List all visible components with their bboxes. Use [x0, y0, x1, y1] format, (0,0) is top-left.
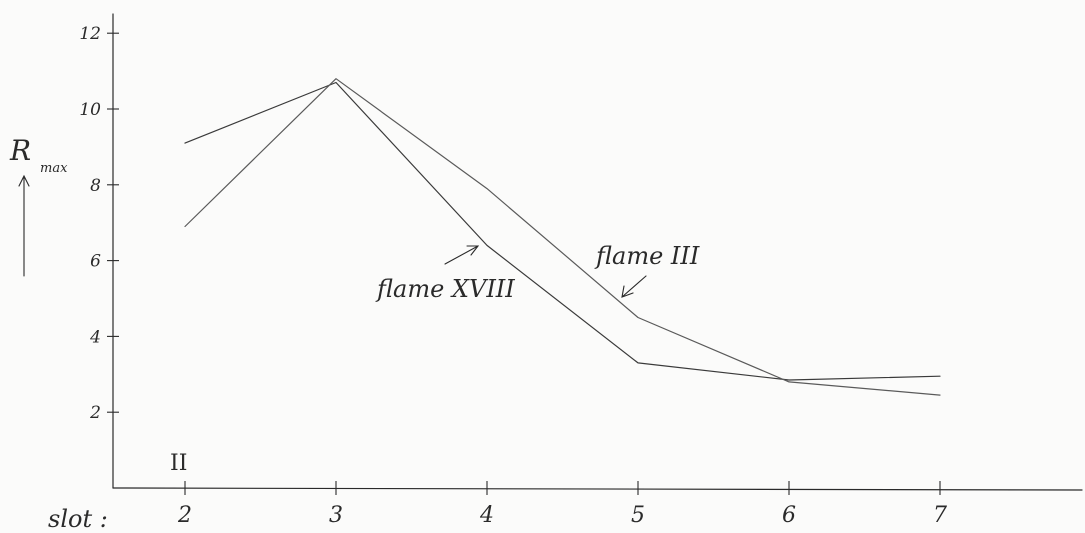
annotation-flame-iii: flame III	[594, 242, 700, 298]
series-line-flame-iii	[184, 78, 941, 396]
x-tick-label: 6	[782, 503, 796, 528]
annotation-flame-xviii: flame XVIII	[375, 245, 515, 303]
x-tick-label: 2	[177, 503, 192, 528]
x-ticks: 2 3 4 5 6 7	[177, 481, 947, 528]
x-tick-label: 5	[631, 503, 645, 528]
x-tick-label: 7	[933, 503, 947, 528]
y-tick-label: 12	[79, 24, 101, 44]
y-tick-label: 4	[89, 327, 101, 347]
y-tick-label: 2	[89, 403, 101, 423]
x-axis-label: slot :	[48, 505, 108, 533]
x-axis-line	[112, 487, 1083, 491]
x-tick-label: 4	[479, 503, 494, 528]
y-tick-label: 6	[90, 252, 101, 272]
axes	[112, 13, 1083, 491]
y-axis-arrow	[18, 174, 30, 277]
y-ticks: 2 4 6 8 10 12	[79, 24, 119, 423]
series-layer	[184, 78, 941, 396]
annotation-flame-xviii-arrow	[444, 245, 480, 265]
annotation-flame-xviii-text: flame XVIII	[375, 275, 515, 303]
y-axis-label-main: R	[9, 134, 31, 167]
y-tick-label: 8	[90, 176, 101, 196]
series-line-flame-xviii	[184, 81, 941, 381]
annotation-flame-iii-arrow	[621, 275, 647, 298]
annotation-flame-iii-text: flame III	[594, 242, 700, 270]
y-axis-label-subscript: max	[40, 161, 68, 176]
panel-label: II	[170, 451, 187, 476]
x-tick-label: 3	[329, 503, 343, 528]
y-axis-label: R max	[9, 134, 68, 277]
y-tick-label: 10	[79, 100, 101, 120]
